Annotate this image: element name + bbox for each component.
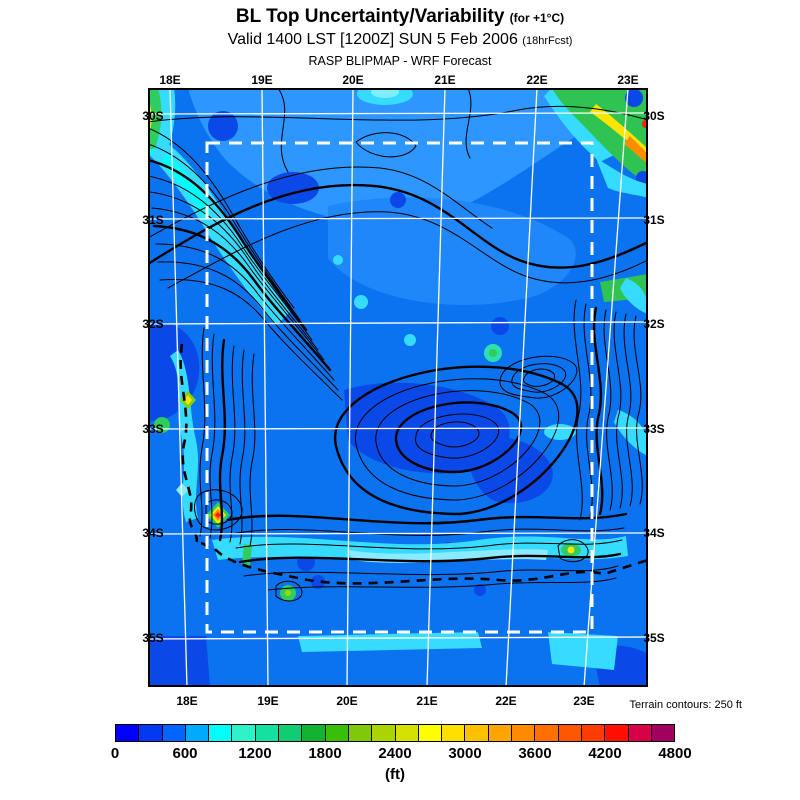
lon-label-bottom-21e: 21E — [416, 694, 438, 708]
colorbar-cell — [162, 725, 186, 741]
lat-label-right-34s: 34S — [643, 526, 665, 540]
colorbar-cell — [302, 725, 326, 741]
colorbar-cell — [651, 725, 675, 741]
lat-label-left-31s: 31S — [142, 213, 164, 227]
lat-label-right-33s: 33S — [643, 422, 665, 436]
colorbar-cell — [348, 725, 373, 741]
colorbar-cell — [558, 725, 582, 741]
lat-label-right-32s: 32S — [643, 317, 665, 331]
colorbar-tick-1800: 1800 — [308, 745, 342, 762]
lon-label-bottom-23e: 23E — [573, 694, 595, 708]
valid-time-line: Valid 1400 LST [1200Z] SUN 5 Feb 2006 (1… — [0, 31, 800, 49]
lon-label-top-22e: 22E — [526, 73, 548, 87]
lat-label-left-33s: 33S — [142, 422, 164, 436]
colorbar-tick-4200: 4200 — [588, 745, 622, 762]
colorbar-cell — [255, 725, 280, 741]
lon-label-top-21e: 21E — [434, 73, 456, 87]
colorbar-cell — [581, 725, 606, 741]
colorbar-cell — [535, 725, 559, 741]
domain-box — [205, 141, 594, 634]
colorbar — [115, 724, 675, 742]
colorbar-cell — [418, 725, 443, 741]
lon-label-bottom-18e: 18E — [176, 694, 198, 708]
colorbar-cell — [372, 725, 396, 741]
colorbar-tick-600: 600 — [172, 745, 198, 762]
lat-label-right-31s: 31S — [643, 213, 665, 227]
colorbar-unit: (ft) — [385, 766, 405, 783]
colorbar-cell — [232, 725, 256, 741]
terrain-contours-note: Terrain contours: 250 ft — [629, 699, 742, 711]
lon-label-bottom-22e: 22E — [495, 694, 517, 708]
coastline — [179, 343, 649, 585]
lat-label-right-35s: 35S — [643, 631, 665, 645]
colorbar-tick-1200: 1200 — [238, 745, 272, 762]
colorbar-cell — [185, 725, 210, 741]
lat-label-left-32s: 32S — [142, 317, 164, 331]
colorbar-cell — [209, 725, 233, 741]
colorbar-tick-0: 0 — [110, 745, 120, 762]
colorbar-cell — [488, 725, 513, 741]
title-text: BL Top Uncertainty/Variability — [235, 6, 505, 27]
colorbar-cell — [512, 725, 536, 741]
colorbar-cell — [465, 725, 489, 741]
map-border — [148, 88, 648, 687]
forecast-map — [146, 83, 650, 688]
colorbar-tick-4800: 4800 — [658, 745, 692, 762]
colorbar-cell — [279, 725, 303, 741]
forecast-hour-note: (18hrFcst) — [522, 35, 573, 47]
colorbar-cell — [605, 725, 629, 741]
lon-label-top-18e: 18E — [159, 73, 181, 87]
lon-label-top-23e: 23E — [617, 73, 639, 87]
lat-label-left-30s: 30S — [142, 109, 164, 123]
colorbar-cell — [139, 725, 163, 741]
lat-label-left-35s: 35S — [142, 631, 164, 645]
colorbar-tick-3600: 3600 — [518, 745, 552, 762]
forecast-map-panel — [146, 83, 650, 688]
lon-label-top-20e: 20E — [342, 73, 364, 87]
valid-text: Valid 1400 LST [1200Z] SUN 5 Feb 2006 — [227, 31, 518, 48]
graticule — [147, 87, 649, 688]
colorbar-cell — [325, 725, 349, 741]
colorbar-tick-3000: 3000 — [448, 745, 482, 762]
colorbar-cell — [628, 725, 652, 741]
lat-label-right-30s: 30S — [643, 109, 665, 123]
colorbar-cell — [395, 725, 419, 741]
page-title: BL Top Uncertainty/Variability (for +1°C… — [0, 6, 800, 28]
lon-label-top-19e: 19E — [251, 73, 273, 87]
lon-label-bottom-20e: 20E — [336, 694, 358, 708]
colorbar-cell — [116, 725, 140, 741]
colorbar-tick-2400: 2400 — [378, 745, 412, 762]
model-line: RASP BLIPMAP - WRF Forecast — [308, 54, 492, 68]
lat-label-left-34s: 34S — [142, 526, 164, 540]
title-note: (for +1°C) — [509, 11, 565, 25]
lon-label-bottom-19e: 19E — [257, 694, 279, 708]
colorbar-cell — [442, 725, 466, 741]
